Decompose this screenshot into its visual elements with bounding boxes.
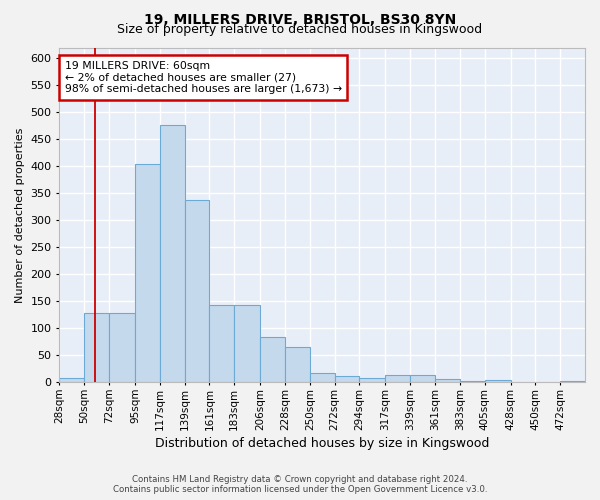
Bar [335,376,359,382]
Bar [285,348,310,382]
Bar [84,313,109,382]
Bar [410,376,435,382]
X-axis label: Distribution of detached houses by size in Kingswood: Distribution of detached houses by size … [155,437,490,450]
Bar [435,379,460,382]
Bar [560,381,585,382]
Y-axis label: Number of detached properties: Number of detached properties [15,127,25,302]
Text: Size of property relative to detached houses in Kingswood: Size of property relative to detached ho… [118,22,482,36]
Bar [160,126,185,382]
Bar [310,372,335,382]
Bar [359,378,385,382]
Bar [234,304,260,382]
Text: 19 MILLERS DRIVE: 60sqm
← 2% of detached houses are smaller (27)
98% of semi-det: 19 MILLERS DRIVE: 60sqm ← 2% of detached… [65,61,342,94]
Bar [385,376,410,382]
Bar [209,304,234,382]
Bar [109,313,135,382]
Bar [260,337,285,382]
Text: 19, MILLERS DRIVE, BRISTOL, BS30 8YN: 19, MILLERS DRIVE, BRISTOL, BS30 8YN [144,12,456,26]
Bar [485,380,511,382]
Text: Contains HM Land Registry data © Crown copyright and database right 2024.
Contai: Contains HM Land Registry data © Crown c… [113,474,487,494]
Bar [185,200,209,382]
Bar [59,378,84,382]
Bar [135,164,160,382]
